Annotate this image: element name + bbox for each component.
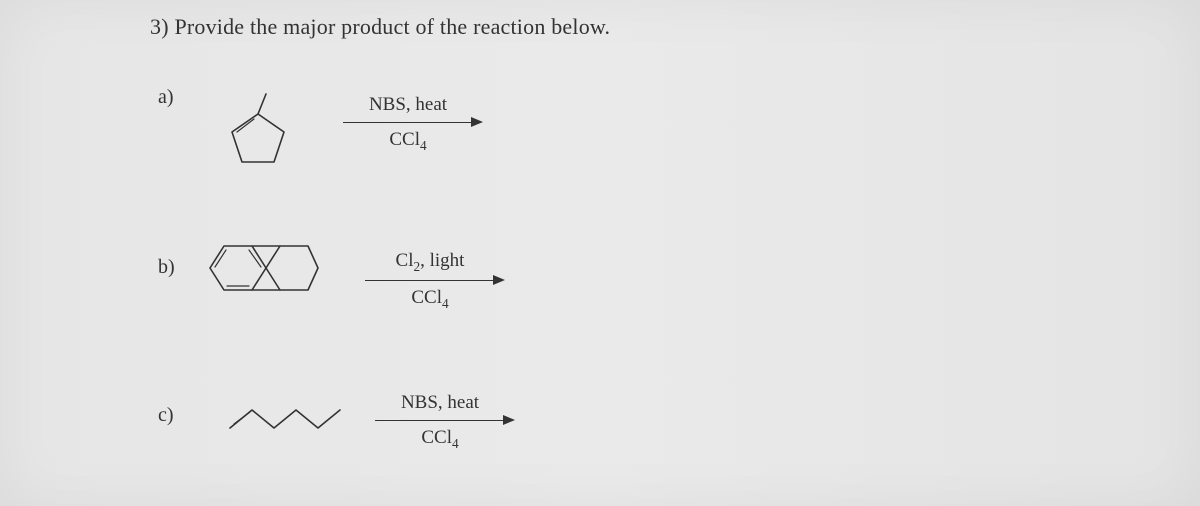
solvent-b: CCl [411, 287, 442, 308]
structure-b-fused-bicyclic [200, 238, 320, 298]
arrow-line-c [375, 420, 505, 421]
arrow-line-b [365, 280, 495, 281]
solvent-b-sub: 4 [442, 296, 449, 311]
part-label-a: a) [158, 86, 174, 109]
question-number: 3) [150, 14, 169, 39]
reagent-c-bottom: CCl4 [360, 423, 520, 453]
worksheet-page: 3) Provide the major product of the reac… [0, 0, 1200, 506]
structure-a-methylcyclopentene [218, 86, 298, 176]
arrow-line-a [343, 122, 473, 123]
structure-c-pentene-chain [226, 404, 346, 434]
reaction-arrow-a: NBS, heat CCl4 [328, 92, 488, 154]
part-label-c: c) [158, 404, 174, 427]
paper-vignette [0, 0, 1200, 506]
reaction-arrow-c: NBS, heat CCl4 [360, 390, 520, 452]
reagent-b-suffix: , light [420, 250, 464, 271]
solvent-c-sub: 4 [452, 435, 459, 450]
reagent-c-top: NBS, heat [360, 390, 520, 418]
reagent-a-bottom: CCl4 [328, 125, 488, 155]
solvent-a: CCl [389, 129, 420, 150]
reagent-b-bottom: CCl4 [350, 283, 510, 313]
reagent-b-top: Cl2, light [350, 248, 510, 278]
solvent-c: CCl [421, 427, 452, 448]
reagent-a-top: NBS, heat [328, 92, 488, 120]
question-prompt: Provide the major product of the reactio… [174, 14, 610, 39]
part-label-b: b) [158, 256, 175, 279]
solvent-a-sub: 4 [420, 137, 427, 152]
question-title: 3) Provide the major product of the reac… [150, 14, 610, 40]
reaction-arrow-b: Cl2, light CCl4 [350, 248, 510, 312]
reagent-b-prefix: Cl [396, 250, 414, 271]
